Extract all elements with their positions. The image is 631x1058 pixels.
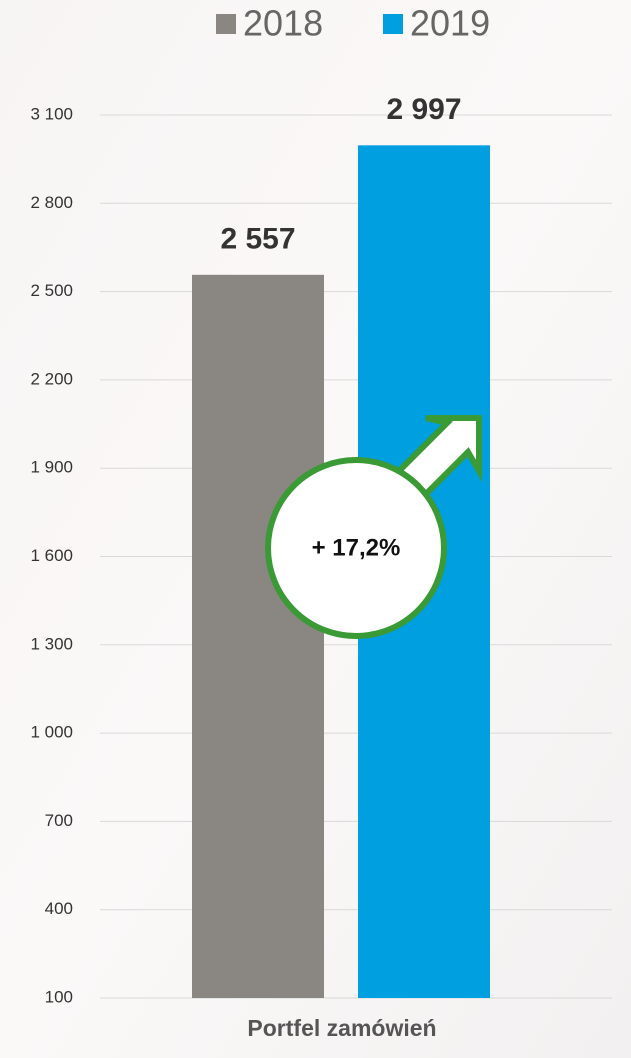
y-tick-label: 1 600 bbox=[30, 546, 73, 565]
legend-swatch bbox=[216, 14, 236, 34]
x-tick-label: Portfel zamówień bbox=[247, 1015, 436, 1041]
legend-label: 2019 bbox=[410, 3, 490, 44]
y-tick-label: 400 bbox=[45, 899, 73, 918]
value-label: 2 557 bbox=[220, 223, 295, 256]
y-tick-label: 100 bbox=[45, 987, 73, 1006]
y-tick-label: 1 900 bbox=[30, 458, 73, 477]
y-tick-label: 2 500 bbox=[30, 281, 73, 300]
y-tick-label: 700 bbox=[45, 811, 73, 830]
y-tick-label: 1 300 bbox=[30, 634, 73, 653]
chart: 100 400 700 1 000 1 300 1 600 1 900 2 200 2 500 2… bbox=[0, 0, 631, 1058]
value-label: 2 997 bbox=[386, 93, 461, 126]
growth-label: + 17,2% bbox=[312, 534, 401, 561]
y-tick-label: 2 800 bbox=[30, 193, 73, 212]
bar bbox=[192, 275, 324, 998]
legend-label: 2018 bbox=[243, 3, 323, 44]
legend-swatch bbox=[383, 14, 403, 34]
y-tick-label: 1 000 bbox=[30, 723, 73, 742]
y-tick-label: 2 200 bbox=[30, 369, 73, 388]
y-tick-label: 3 100 bbox=[30, 104, 73, 123]
